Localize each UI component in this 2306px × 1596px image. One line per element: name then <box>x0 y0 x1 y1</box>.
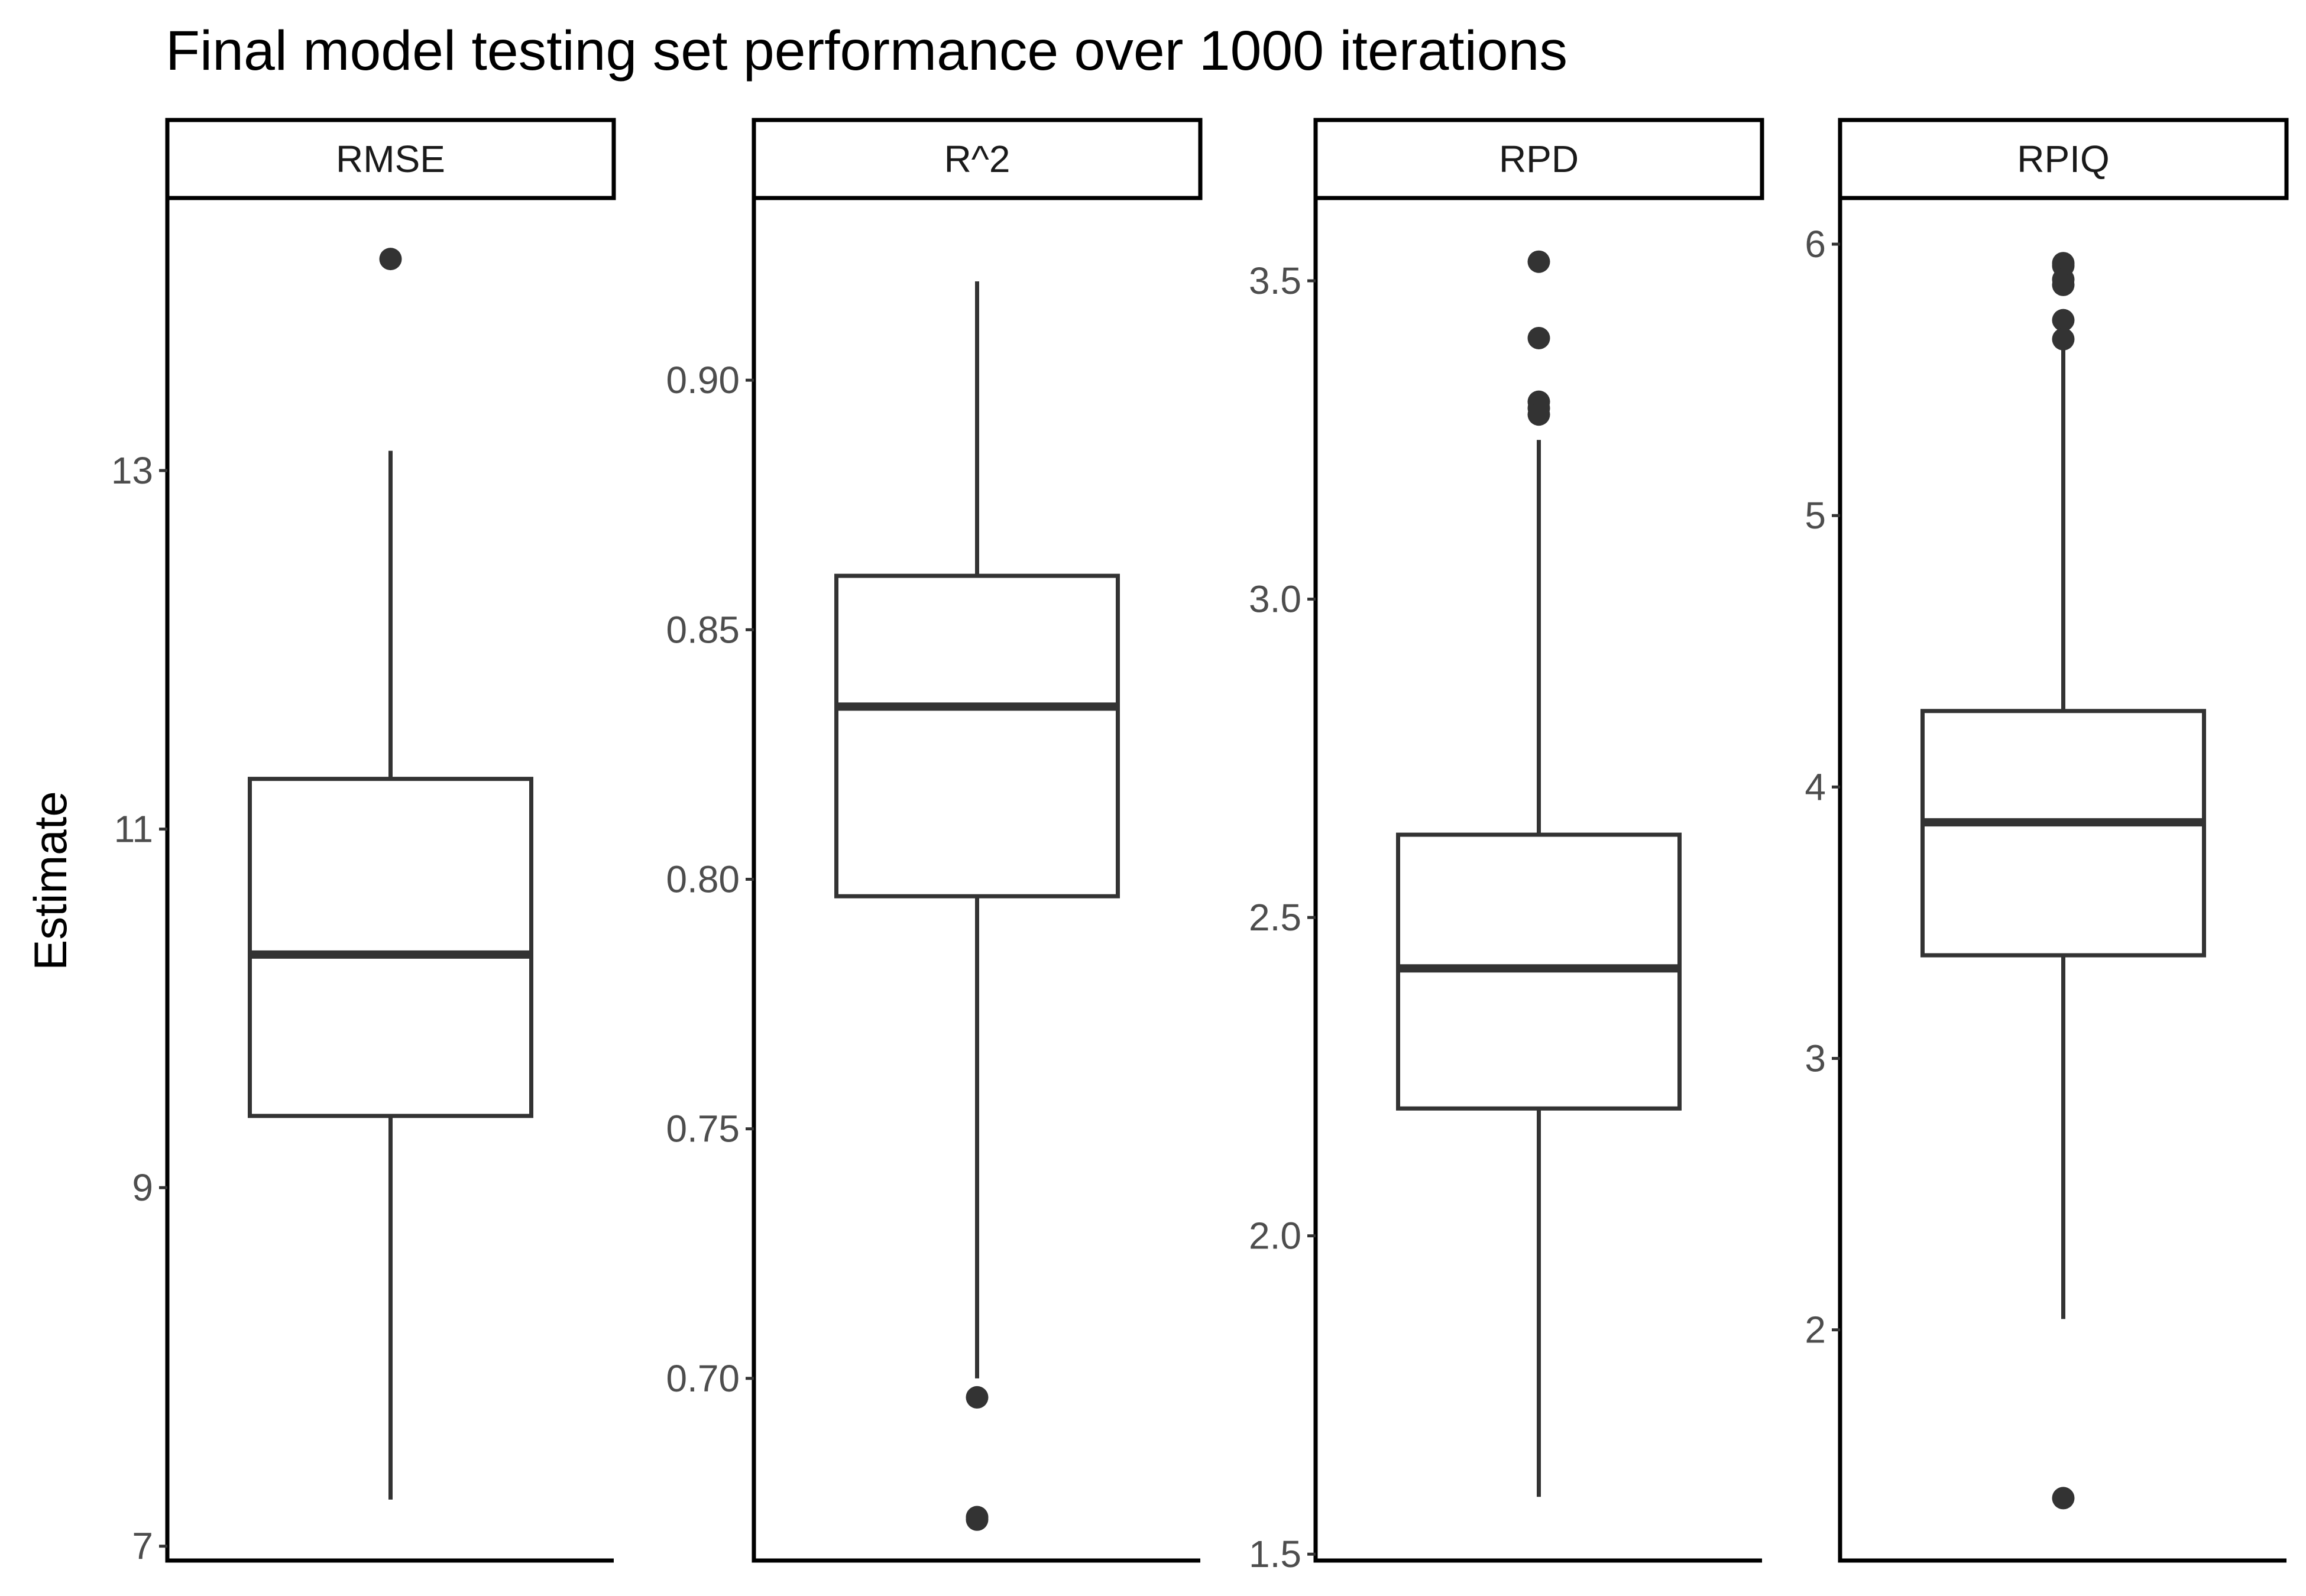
y-tick-label: 11 <box>114 808 153 851</box>
facet-label-rpiq: RPIQ <box>2017 138 2109 180</box>
facet-strip-rpiq <box>1838 118 2289 200</box>
facet-panel-rpd: RPD 1.5 2.0 2.5 3.0 3.5 <box>1249 118 1764 1575</box>
y-tick-label: 0.85 <box>666 608 740 651</box>
y-tick-label: 3.5 <box>1249 259 1301 302</box>
iqr-box <box>1920 709 2206 958</box>
outlier-point <box>1527 403 1550 426</box>
y-tick-label: 3.0 <box>1249 578 1301 621</box>
outlier-point <box>2052 309 2075 332</box>
facet-panel-r2: R^2 0.70 0.75 0.80 0.85 0.90 <box>666 118 1203 1563</box>
axis-lines-rpiq <box>1838 198 2286 1563</box>
outlier-point <box>379 248 402 271</box>
facet-panel-rmse: RMSE 7 9 11 13 <box>111 118 616 1568</box>
facet-strip-r2 <box>752 118 1203 200</box>
y-tick-label: 1.5 <box>1249 1533 1301 1575</box>
y-tick-label: 2 <box>1805 1309 1826 1351</box>
outlier-point <box>966 1508 989 1531</box>
y-tick-label: 9 <box>132 1166 153 1209</box>
outlier-point <box>1527 250 1550 273</box>
facet-panel-rpiq: RPIQ 2 3 4 5 6 <box>1805 118 2289 1563</box>
axis-lines-rpd <box>1313 198 1762 1563</box>
axis-lines-r2 <box>752 198 1200 1563</box>
y-tick-label: 2.5 <box>1249 896 1301 939</box>
outlier-point <box>1527 326 1550 349</box>
facet-strip-rmse <box>165 118 616 200</box>
y-tick-label: 6 <box>1805 223 1826 265</box>
y-tick-label: 5 <box>1805 494 1826 537</box>
iqr-box <box>248 777 533 1118</box>
y-tick-label: 3 <box>1805 1037 1826 1080</box>
facet-strip-rpd <box>1313 118 1764 200</box>
facet-panels: RMSE 7 9 11 13 R^2 0.70 0.75 0.80 0.85 0.90 RPD 1.5 2… <box>111 118 2289 1575</box>
y-tick-label: 0.90 <box>666 359 740 401</box>
y-tick-label: 2.0 <box>1249 1215 1301 1257</box>
y-tick-label: 0.70 <box>666 1357 740 1400</box>
facet-label-rmse: RMSE <box>336 138 445 180</box>
iqr-box <box>834 573 1120 898</box>
outlier-point <box>966 1386 989 1409</box>
axis-lines-rmse <box>165 198 614 1563</box>
y-tick-label: 13 <box>111 449 153 492</box>
y-tick-label: 0.75 <box>666 1108 740 1150</box>
y-axis-title: Estimate <box>24 791 76 970</box>
facet-label-rpd: RPD <box>1499 138 1579 180</box>
outlier-point <box>2052 327 2075 351</box>
outlier-point <box>2052 273 2075 296</box>
y-tick-label: 7 <box>132 1525 153 1568</box>
facet-label-r2: R^2 <box>944 138 1011 180</box>
y-tick-label: 0.80 <box>666 858 740 901</box>
chart-title: Final model testing set performance over… <box>166 20 1567 82</box>
y-tick-label: 4 <box>1805 765 1826 808</box>
outlier-point <box>2052 1487 2075 1510</box>
